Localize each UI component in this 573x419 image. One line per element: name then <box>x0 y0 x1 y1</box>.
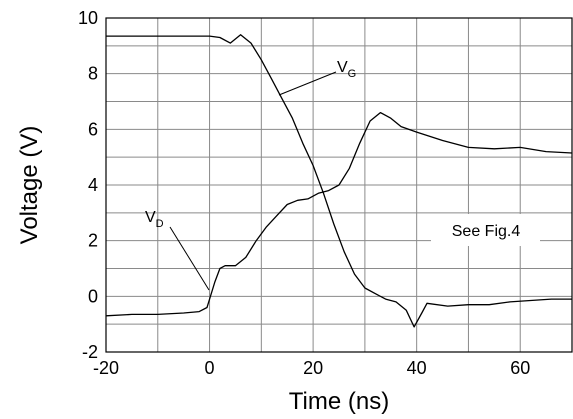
series-line-vg <box>106 34 572 328</box>
annotation-background <box>431 214 540 246</box>
annotation-see-fig-4: See Fig.4 <box>452 223 521 240</box>
series-line-vd <box>105 111 573 317</box>
vg-leader-line <box>278 71 337 96</box>
x-axis-label: Time (ns) <box>289 388 389 415</box>
x-tick-label: 40 <box>407 358 427 378</box>
plot-frame <box>105 17 573 353</box>
annotations: VG VD See Fig.4 <box>145 59 540 291</box>
y-tick-label: -2 <box>82 342 98 362</box>
y-tick-label: 10 <box>78 8 98 28</box>
y-tick-label: 6 <box>88 119 98 139</box>
vd-leader-line <box>169 226 210 291</box>
y-tick-label: 2 <box>88 231 98 251</box>
series-label-vg: VG <box>337 59 356 80</box>
x-tick-label: 0 <box>205 358 215 378</box>
x-tick-label: -20 <box>93 358 119 378</box>
x-tick-label: 20 <box>303 358 323 378</box>
y-tick-label: 4 <box>88 175 98 195</box>
y-tick-label: 8 <box>88 64 98 84</box>
x-tick-label: 60 <box>510 358 530 378</box>
series-label-vd: VD <box>145 209 164 230</box>
y-axis-label: Voltage (V) <box>16 126 43 245</box>
series-lines <box>105 34 573 328</box>
y-tick-label: 0 <box>88 286 98 306</box>
